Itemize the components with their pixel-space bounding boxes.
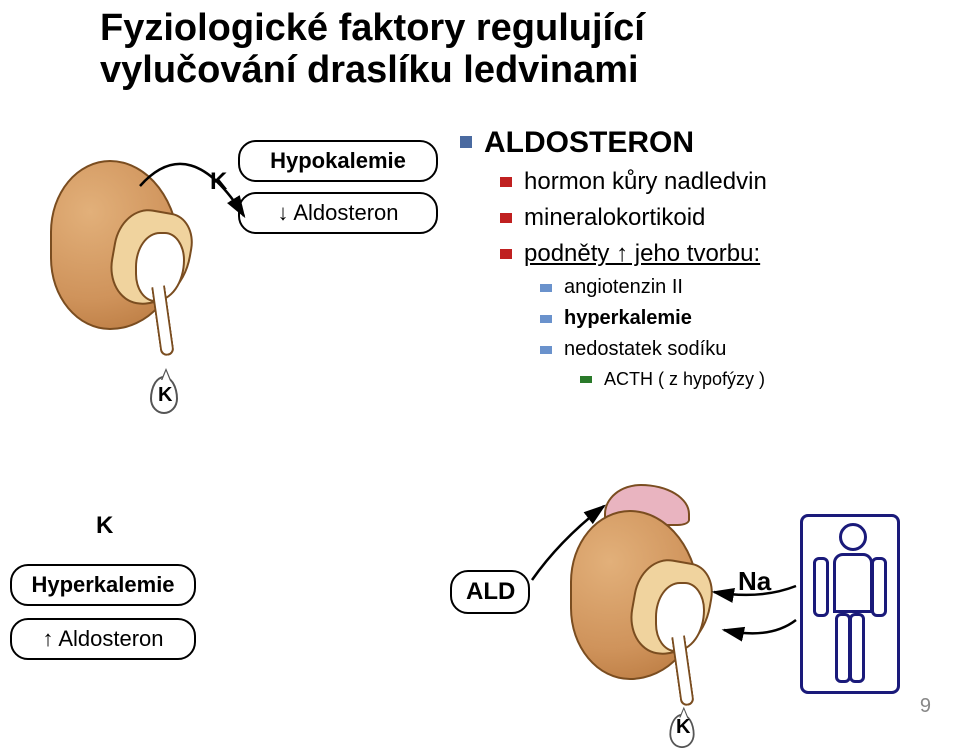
aldosteron-down-label: ↓ Aldosteron — [277, 200, 398, 225]
k-label-bottom: K — [96, 512, 113, 540]
aldosteron-up-label: ↑ Aldosteron — [42, 626, 163, 651]
hyperkalemie-label: Hyperkalemie — [31, 572, 174, 597]
bullet-text: angiotenzin II — [564, 276, 683, 299]
hypokalemie-label: Hypokalemie — [270, 148, 406, 173]
bullet-l3-1: hyperkalemie — [540, 307, 930, 330]
bullet-icon — [500, 177, 512, 187]
bullet-l3-2: nedostatek sodíku — [540, 338, 930, 361]
bullet-text: podněty ↑ jeho tvorbu: — [524, 240, 760, 268]
person-head — [839, 523, 867, 551]
person-arm — [871, 557, 887, 617]
na-label: Na — [738, 566, 771, 597]
ald-label: ALD — [466, 578, 515, 605]
kidney-ureter — [151, 285, 175, 356]
person-leg — [849, 613, 865, 683]
kidney-ureter — [671, 635, 695, 706]
bullet-l2-0: hormon kůry nadledvin — [500, 168, 930, 196]
kidney-diagram-top — [50, 160, 190, 330]
bullet-l2-2: podněty ↑ jeho tvorbu: — [500, 240, 930, 268]
bullet-text: nedostatek sodíku — [564, 338, 726, 361]
bullet-l2-1: mineralokortikoid — [500, 204, 930, 232]
ald-box: ALD — [450, 570, 530, 614]
person-arm — [813, 557, 829, 617]
hypokalemie-box: Hypokalemie — [238, 140, 438, 182]
bullet-icon — [580, 376, 592, 383]
bullet-l4-0: ACTH ( z hypofýzy ) — [580, 369, 930, 390]
k-label-top: K — [210, 168, 227, 196]
page-number: 9 — [920, 695, 931, 718]
bullet-text: hyperkalemie — [564, 307, 692, 330]
bullet-text: hormon kůry nadledvin — [524, 168, 767, 196]
bullet-text: ACTH ( z hypofýzy ) — [604, 369, 765, 390]
bullet-icon — [460, 136, 472, 148]
bullet-icon — [540, 315, 552, 323]
hyperkalemie-box: Hyperkalemie — [10, 564, 196, 606]
bullet-l3-0: angiotenzin II — [540, 276, 930, 299]
bullet-icon — [540, 284, 552, 292]
bullet-text: mineralokortikoid — [524, 204, 705, 232]
aldosteron-info: ALDOSTERON hormon kůry nadledvin mineral… — [460, 126, 930, 398]
k-in-drop-top: K — [158, 384, 172, 407]
kidney-diagram-bottom — [570, 510, 710, 680]
title-line-1: Fyziologické faktory regulující — [100, 7, 645, 49]
bullet-icon — [500, 213, 512, 223]
bullet-icon — [500, 249, 512, 259]
person-icon — [800, 514, 900, 694]
bullet-l1: ALDOSTERON — [460, 126, 930, 160]
aldosteron-down-box: ↓ Aldosteron — [238, 192, 438, 234]
person-body — [833, 553, 873, 613]
slide-title: Fyziologické faktory regulující vylučová… — [100, 8, 645, 92]
title-line-2: vylučování draslíku ledvinami — [100, 49, 639, 91]
aldosteron-heading: ALDOSTERON — [484, 126, 694, 160]
k-in-drop-bottom: K — [676, 716, 690, 739]
bullet-icon — [540, 346, 552, 354]
aldosteron-up-box: ↑ Aldosteron — [10, 618, 196, 660]
